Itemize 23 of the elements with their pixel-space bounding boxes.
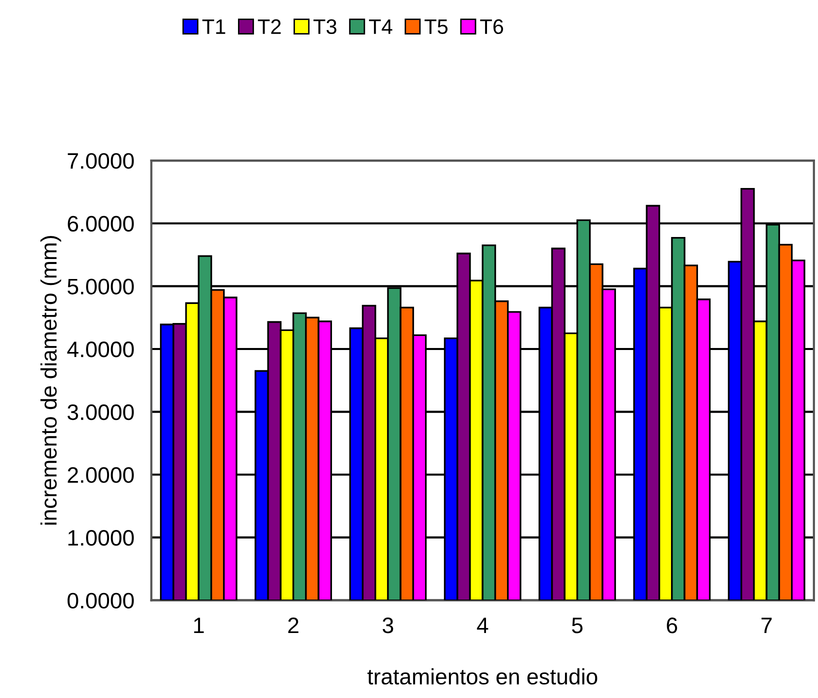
- x-tick-label: 7: [762, 618, 772, 634]
- x-tick-label: 4: [476, 618, 488, 634]
- y-tick-label: 6.0000: [68, 216, 134, 232]
- y-axis-title: incremento de diametro (mm): [40, 236, 62, 525]
- y-tick-label: 4.0000: [67, 342, 134, 358]
- x-tick-label: 5: [572, 618, 583, 634]
- y-tick-label: 5.0000: [68, 278, 134, 294]
- x-axis-title: tratamientos en estudio: [367, 668, 598, 685]
- y-tick-label: 3.0000: [68, 404, 134, 420]
- x-tick-label: 6: [666, 618, 678, 634]
- y-tick-label: 2.0000: [68, 467, 134, 483]
- legend-label: T2: [258, 19, 281, 34]
- y-tick-label: 0.0000: [68, 592, 134, 609]
- legend-label: T1: [202, 20, 226, 34]
- x-tick-label: 3: [382, 618, 394, 634]
- x-tick-label: 2: [288, 618, 298, 634]
- y-tick-label: 1.0000: [68, 530, 134, 546]
- x-tick-label: 1: [194, 618, 204, 634]
- legend-label: T3: [313, 19, 336, 34]
- legend-label: T4: [369, 20, 392, 34]
- legend-label: T6: [480, 19, 504, 34]
- y-tick-label: 7.0000: [68, 153, 134, 169]
- legend-label: T5: [424, 20, 448, 34]
